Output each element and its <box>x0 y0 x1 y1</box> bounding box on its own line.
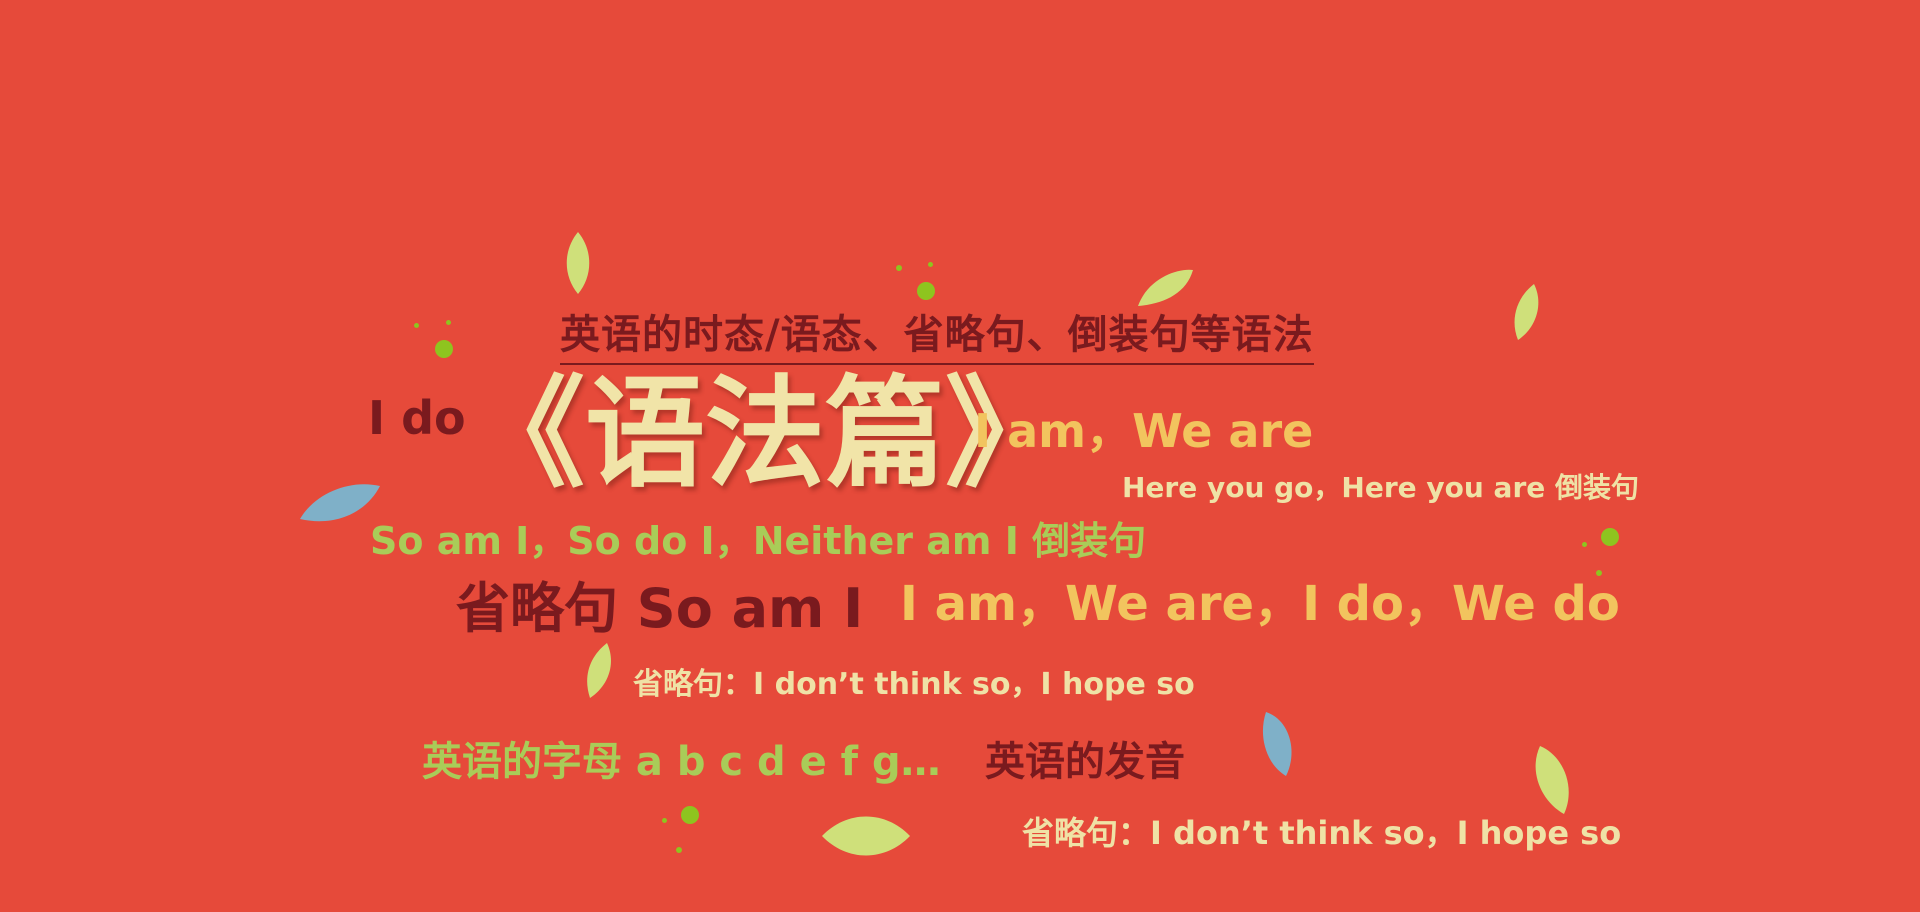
leaf-icon <box>300 484 380 522</box>
leaf-icon <box>1138 269 1193 306</box>
leaf-icon <box>1514 284 1539 340</box>
dot-icon <box>435 340 453 358</box>
phrase-omission-think-hope: 省略句：I don’t think so，I hope so <box>633 667 1195 702</box>
dot-icon <box>662 818 667 823</box>
phrase-i-am-we-are-i-do-we-do: I am，We are，I do，We do <box>900 576 1620 632</box>
phrase-i-am-we-are: I am，We are <box>974 404 1314 458</box>
phrase-here-you-go: Here you go，Here you are 倒装句 <box>1122 471 1640 504</box>
dot-icon <box>446 320 451 325</box>
leaf-icon <box>587 643 611 698</box>
dot-icon <box>917 282 935 300</box>
dot-icon <box>1582 542 1587 547</box>
headline: 英语的时态/语态、省略句、倒装句等语法 <box>560 315 1314 365</box>
dot-icon <box>1596 570 1602 576</box>
dot-icon <box>928 262 933 267</box>
dot-icon <box>414 323 419 328</box>
dot-icon <box>676 847 682 853</box>
page-title: 《语法篇》 <box>465 365 1065 504</box>
leaf-icon <box>822 816 910 856</box>
dot-icon <box>681 806 699 824</box>
phrase-pronunciation: 英语的发音 <box>985 739 1185 785</box>
phrase-letters: 英语的字母 a b c d e f g… <box>422 739 941 785</box>
phrase-omission-think-hope-2: 省略句：I don’t think so，I hope so <box>1022 814 1622 852</box>
phrase-i-do: I do <box>368 391 466 445</box>
dot-icon <box>1601 528 1619 546</box>
phrase-so-am-i: So am I，So do I，Neither am I 倒装句 <box>370 519 1147 563</box>
phrase-omission-so-am-i: 省略句 So am I <box>456 577 864 640</box>
leaf-icon <box>1535 746 1569 814</box>
leaf-icon <box>566 232 590 294</box>
dot-icon <box>896 265 902 271</box>
leaf-icon <box>1262 712 1292 776</box>
